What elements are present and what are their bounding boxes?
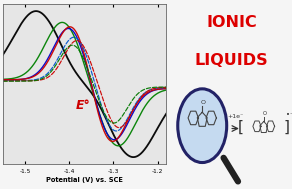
Text: O: O	[263, 111, 267, 116]
Text: O: O	[201, 100, 206, 105]
Text: IONIC: IONIC	[206, 15, 257, 30]
Text: ]: ]	[283, 120, 289, 135]
Text: E°: E°	[76, 99, 91, 112]
Text: [: [	[238, 120, 244, 135]
Text: LIQUIDS: LIQUIDS	[195, 53, 269, 68]
Text: +1e⁻: +1e⁻	[227, 114, 244, 119]
Circle shape	[178, 89, 227, 163]
X-axis label: Potential (V) vs. SCE: Potential (V) vs. SCE	[46, 177, 123, 183]
Text: •⁻: •⁻	[286, 112, 292, 118]
